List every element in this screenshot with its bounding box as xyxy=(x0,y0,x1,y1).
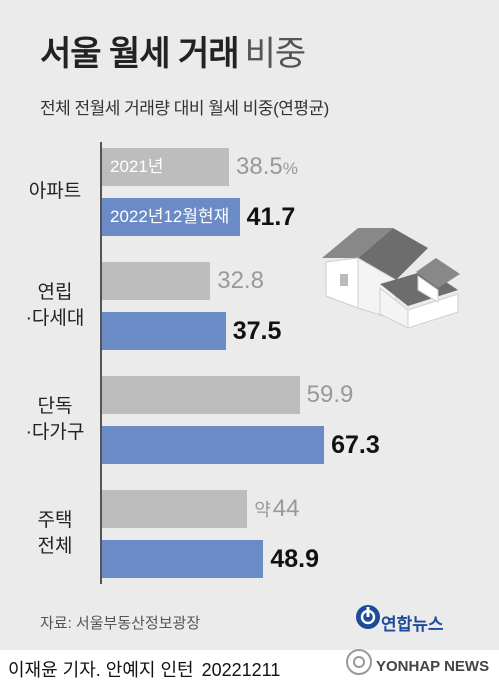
watermark-text: YONHAP NEWS xyxy=(376,658,490,675)
source-note: 자료: 서울부동산정보광장 xyxy=(40,615,201,632)
category-label-2: 단독 ·다가구 xyxy=(12,394,98,446)
category-label-line: ·다세대 xyxy=(25,308,85,329)
y-axis-line xyxy=(100,142,102,584)
bar-y2021-0: 2021년 xyxy=(102,148,230,186)
approx-prefix: 약 xyxy=(254,500,271,520)
credit-line: 이재윤 기자. 안예지 인턴 20221211 xyxy=(8,656,280,682)
data-label-y2021-0: 38.5% xyxy=(236,148,298,188)
category-label-line: 전체 xyxy=(37,536,73,557)
data-label-y2022-2: 67.3 xyxy=(331,426,380,464)
house-illustration xyxy=(322,228,460,329)
data-value: 38.5 xyxy=(236,153,283,180)
data-label-y2021-2: 59.9 xyxy=(307,376,354,414)
chart-plot: 아파트 2021년 38.5% 2022년12월현재 41.7 연립 ·다세대 32.8 37.… xyxy=(12,142,380,584)
bar-y2022-3 xyxy=(102,540,264,578)
category-label-1: 연립 ·다세대 xyxy=(12,280,98,332)
series-label-y2022: 2022년12월현재 xyxy=(110,207,230,226)
data-value: 37.5 xyxy=(232,317,282,345)
credit-date: 20221211 xyxy=(201,660,281,680)
data-value: 44 xyxy=(272,495,300,522)
data-label-y2021-3: 약44 xyxy=(254,490,299,529)
logo-text: 연합뉴스 xyxy=(381,615,444,634)
chart-subtitle: 전체 전월세 거래량 대비 월세 비중(연평균) xyxy=(40,99,329,118)
data-value: 48.9 xyxy=(270,545,320,573)
data-label-y2021-1: 32.8 xyxy=(217,262,264,300)
category-label-0: 아파트 xyxy=(12,179,98,205)
bar-y2021-3 xyxy=(102,490,248,528)
data-label-y2022-0: 41.7 xyxy=(247,198,296,236)
category-label-line: 주택 xyxy=(37,510,73,531)
category-label-line: 아파트 xyxy=(28,181,82,202)
data-label-y2022-1: 37.5 xyxy=(233,312,282,350)
watermark-logo xyxy=(346,649,372,675)
bar-y2021-2 xyxy=(102,376,300,414)
category-label-line: 단독 xyxy=(37,396,73,417)
data-value: 59.9 xyxy=(306,381,354,408)
category-label-line: 연립 xyxy=(37,282,73,303)
data-value: 67.3 xyxy=(331,431,380,459)
yonhap-logo-icon xyxy=(356,605,380,629)
data-label-y2022-3: 48.9 xyxy=(270,540,319,578)
bar-y2022-1 xyxy=(102,312,226,350)
data-value: 41.7 xyxy=(246,203,296,231)
title-main: 서울 월세 거래 xyxy=(40,35,240,73)
chart-title: 서울 월세 거래 비중 xyxy=(40,26,307,75)
series-label-y2021: 2021년 xyxy=(110,157,164,176)
bar-y2021-1 xyxy=(102,262,211,300)
unit-label: % xyxy=(282,159,298,178)
data-value: 32.8 xyxy=(217,267,264,294)
category-label-line: ·다가구 xyxy=(25,422,85,443)
credit-author: 이재윤 기자. 안예지 인턴 xyxy=(8,660,194,680)
bar-y2022-2 xyxy=(102,426,325,464)
bar-y2022-0: 2022년12월현재 xyxy=(102,198,240,236)
title-light: 비중 xyxy=(244,35,307,73)
